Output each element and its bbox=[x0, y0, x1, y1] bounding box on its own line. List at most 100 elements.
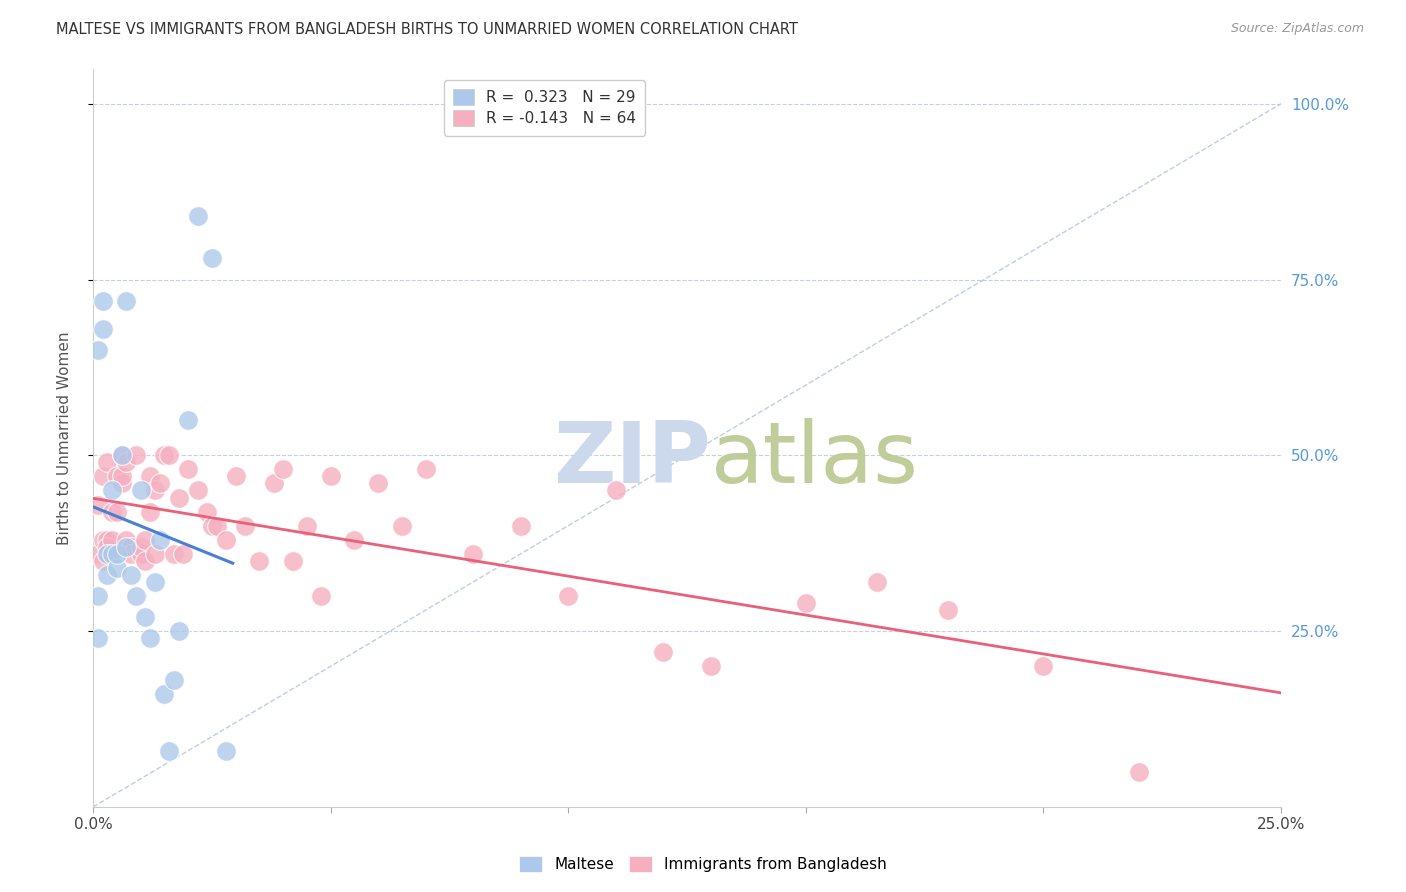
Legend: R =  0.323   N = 29, R = -0.143   N = 64: R = 0.323 N = 29, R = -0.143 N = 64 bbox=[443, 80, 645, 136]
Point bbox=[87, 547, 110, 561]
Point bbox=[247, 554, 270, 568]
Point bbox=[195, 505, 218, 519]
Point bbox=[96, 455, 118, 469]
Point bbox=[125, 589, 148, 603]
Point bbox=[115, 533, 138, 547]
Point bbox=[794, 596, 817, 610]
Point bbox=[281, 554, 304, 568]
Point bbox=[167, 624, 190, 639]
Point bbox=[101, 483, 124, 498]
Point bbox=[187, 483, 209, 498]
Point bbox=[139, 505, 162, 519]
Point bbox=[163, 673, 186, 688]
Point bbox=[139, 631, 162, 645]
Point bbox=[120, 568, 142, 582]
Point bbox=[201, 518, 224, 533]
Point bbox=[96, 547, 118, 561]
Point bbox=[1128, 764, 1150, 779]
Point bbox=[938, 603, 960, 617]
Point bbox=[233, 518, 256, 533]
Point bbox=[295, 518, 318, 533]
Point bbox=[134, 533, 156, 547]
Point bbox=[101, 533, 124, 547]
Point bbox=[163, 547, 186, 561]
Point bbox=[91, 533, 114, 547]
Point bbox=[105, 505, 128, 519]
Point bbox=[87, 589, 110, 603]
Point bbox=[215, 744, 238, 758]
Point bbox=[167, 491, 190, 505]
Point bbox=[120, 540, 142, 554]
Point bbox=[115, 540, 138, 554]
Point bbox=[96, 568, 118, 582]
Text: Source: ZipAtlas.com: Source: ZipAtlas.com bbox=[1230, 22, 1364, 36]
Point bbox=[139, 469, 162, 483]
Point bbox=[866, 574, 889, 589]
Point bbox=[157, 448, 180, 462]
Point bbox=[134, 610, 156, 624]
Point bbox=[143, 483, 166, 498]
Point bbox=[172, 547, 194, 561]
Point bbox=[509, 518, 531, 533]
Point bbox=[271, 462, 294, 476]
Point bbox=[205, 518, 228, 533]
Point bbox=[87, 498, 110, 512]
Point bbox=[87, 631, 110, 645]
Point bbox=[343, 533, 366, 547]
Point bbox=[115, 455, 138, 469]
Point bbox=[215, 533, 238, 547]
Text: MALTESE VS IMMIGRANTS FROM BANGLADESH BIRTHS TO UNMARRIED WOMEN CORRELATION CHAR: MALTESE VS IMMIGRANTS FROM BANGLADESH BI… bbox=[56, 22, 799, 37]
Point bbox=[700, 659, 723, 673]
Point bbox=[101, 547, 124, 561]
Point bbox=[91, 322, 114, 336]
Point bbox=[129, 547, 152, 561]
Point bbox=[110, 476, 132, 491]
Point bbox=[134, 554, 156, 568]
Point bbox=[129, 540, 152, 554]
Point bbox=[177, 462, 200, 476]
Point bbox=[263, 476, 285, 491]
Point bbox=[110, 448, 132, 462]
Point bbox=[125, 448, 148, 462]
Point bbox=[96, 533, 118, 547]
Point bbox=[143, 574, 166, 589]
Point bbox=[557, 589, 579, 603]
Point bbox=[91, 293, 114, 308]
Point bbox=[129, 483, 152, 498]
Point bbox=[177, 413, 200, 427]
Point bbox=[148, 533, 170, 547]
Y-axis label: Births to Unmarried Women: Births to Unmarried Women bbox=[58, 331, 72, 544]
Point bbox=[309, 589, 332, 603]
Point bbox=[157, 744, 180, 758]
Point bbox=[225, 469, 247, 483]
Point bbox=[463, 547, 485, 561]
Point bbox=[110, 469, 132, 483]
Point bbox=[201, 252, 224, 266]
Text: ZIP: ZIP bbox=[553, 418, 711, 501]
Point bbox=[153, 688, 176, 702]
Point bbox=[605, 483, 627, 498]
Point bbox=[1032, 659, 1054, 673]
Point bbox=[652, 645, 675, 659]
Point bbox=[391, 518, 413, 533]
Point bbox=[148, 476, 170, 491]
Text: atlas: atlas bbox=[711, 418, 918, 501]
Point bbox=[115, 293, 138, 308]
Point bbox=[105, 561, 128, 575]
Point bbox=[319, 469, 342, 483]
Point bbox=[105, 469, 128, 483]
Point bbox=[96, 540, 118, 554]
Point bbox=[187, 209, 209, 223]
Point bbox=[415, 462, 437, 476]
Point bbox=[120, 547, 142, 561]
Point bbox=[153, 448, 176, 462]
Point bbox=[87, 343, 110, 357]
Point bbox=[105, 547, 128, 561]
Point bbox=[143, 547, 166, 561]
Point bbox=[101, 505, 124, 519]
Point bbox=[91, 469, 114, 483]
Point bbox=[367, 476, 389, 491]
Point bbox=[91, 554, 114, 568]
Point bbox=[110, 448, 132, 462]
Legend: Maltese, Immigrants from Bangladesh: Maltese, Immigrants from Bangladesh bbox=[512, 848, 894, 880]
